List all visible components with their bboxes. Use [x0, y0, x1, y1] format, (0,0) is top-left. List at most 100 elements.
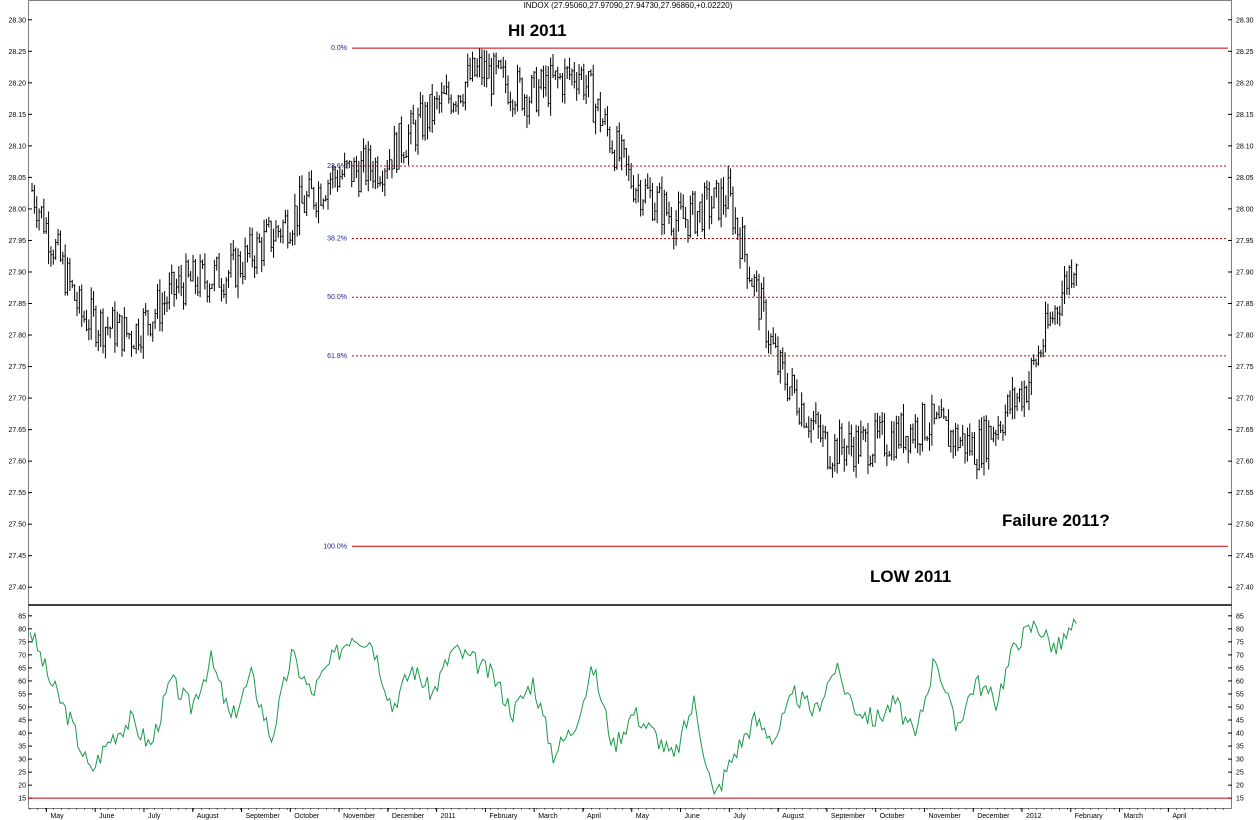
osc-tick-label-left: 15 — [18, 796, 26, 803]
price-tick-label-left: 28.10 — [8, 143, 26, 150]
fib-label: 0.0% — [331, 45, 347, 52]
price-tick-label-right: 28.00 — [1236, 206, 1254, 213]
time-tick-label: April — [1172, 813, 1186, 820]
price-tick-label-left: 27.45 — [8, 553, 26, 560]
price-tick-label-left: 28.00 — [8, 206, 26, 213]
price-tick-label-left: 27.95 — [8, 238, 26, 245]
time-axis: May June July August September October Novembe… — [29, 808, 1224, 820]
time-tick-label: June — [685, 813, 700, 820]
price-tick-label-left: 27.40 — [8, 585, 26, 592]
price-tick-label-left: 27.70 — [8, 396, 26, 403]
time-tick-label: May — [50, 813, 64, 820]
osc-tick-label-right: 60 — [1236, 678, 1244, 685]
main-panel-frame — [28, 0, 1232, 809]
price-tick-label-right: 27.85 — [1236, 301, 1254, 308]
time-tick-label: March — [538, 813, 558, 820]
osc-tick-label-right: 35 — [1236, 744, 1244, 751]
price-tick-label-left: 27.60 — [8, 459, 26, 466]
price-tick-label-left: 27.55 — [8, 490, 26, 497]
oscillator-panel-border — [28, 605, 1232, 809]
osc-tick-label-left: 30 — [18, 757, 26, 764]
price-tick-label-left: 27.80 — [8, 333, 26, 340]
time-tick-label: May — [636, 813, 650, 820]
price-tick-label-left: 28.30 — [8, 17, 26, 24]
osc-tick-label-right: 75 — [1236, 639, 1244, 646]
osc-tick-label-right: 50 — [1236, 705, 1244, 712]
time-tick-label: October — [294, 813, 320, 820]
osc-tick-label-left: 35 — [18, 744, 26, 751]
oscillator-axis: 15 15 20 20 25 25 30 30 35 35 40 40 45 45 50 50 55 55 60 60… — [18, 613, 1244, 802]
time-tick-label: December — [392, 813, 425, 820]
price-tick-label-left: 27.90 — [8, 269, 26, 276]
fib-label: 23.6% — [327, 163, 347, 170]
osc-tick-label-right: 80 — [1236, 626, 1244, 633]
osc-tick-label-right: 85 — [1236, 613, 1244, 620]
price-tick-label-left: 27.65 — [8, 427, 26, 434]
time-tick-label: February — [489, 813, 518, 820]
time-tick-label: July — [733, 813, 746, 820]
osc-tick-label-left: 70 — [18, 652, 26, 659]
time-tick-label: July — [148, 813, 161, 820]
osc-tick-label-left: 25 — [18, 770, 26, 777]
price-tick-label-left: 28.20 — [8, 80, 26, 87]
time-tick-label: February — [1075, 813, 1104, 820]
osc-tick-label-left: 75 — [18, 639, 26, 646]
price-tick-label-right: 27.95 — [1236, 238, 1254, 245]
price-tick-label-right: 27.65 — [1236, 427, 1254, 434]
price-axis: 27.40 27.40 27.45 27.45 27.50 27.50 27.55 27.55… — [8, 17, 1253, 591]
header-quote: INDOX (27.95060,27.97090,27.94730,27.968… — [524, 1, 733, 10]
time-tick-label: April — [587, 813, 601, 820]
price-tick-label-left: 27.50 — [8, 522, 26, 529]
osc-tick-label-left: 85 — [18, 613, 26, 620]
fib-label: 61.8% — [327, 353, 347, 360]
time-tick-label: November — [928, 813, 961, 820]
osc-tick-label-right: 30 — [1236, 757, 1244, 764]
price-tick-label-right: 27.80 — [1236, 333, 1254, 340]
price-tick-label-right: 27.40 — [1236, 585, 1254, 592]
time-tick-label: March — [1124, 813, 1144, 820]
osc-tick-label-left: 45 — [18, 718, 26, 725]
price-tick-label-right: 27.70 — [1236, 396, 1254, 403]
price-tick-label-right: 27.60 — [1236, 459, 1254, 466]
osc-tick-label-right: 65 — [1236, 665, 1244, 672]
oscillator-line — [29, 617, 1077, 796]
time-tick-label: September — [831, 813, 866, 820]
price-tick-label-right: 27.75 — [1236, 364, 1254, 371]
osc-tick-label-left: 20 — [18, 783, 26, 790]
price-tick-label-right: 28.05 — [1236, 175, 1254, 182]
fib-label: 50.0% — [327, 294, 347, 301]
annotation-hi-2011: HI 2011 — [508, 21, 567, 40]
time-tick-label: 2012 — [1026, 813, 1042, 820]
price-tick-label-left: 28.15 — [8, 112, 26, 119]
time-tick-label: August — [197, 813, 219, 820]
osc-tick-label-right: 40 — [1236, 731, 1244, 738]
osc-tick-label-right: 55 — [1236, 691, 1244, 698]
price-tick-label-right: 27.45 — [1236, 553, 1254, 560]
time-tick-label: October — [880, 813, 906, 820]
time-tick-label: August — [782, 813, 804, 820]
fibonacci-levels: 0.0% 23.6% 38.2% 50.0% 61.8% 100.0% — [323, 45, 1228, 550]
time-tick-label: June — [99, 813, 114, 820]
osc-tick-label-left: 60 — [18, 678, 26, 685]
osc-tick-label-right: 15 — [1236, 796, 1244, 803]
time-tick-label: December — [977, 813, 1010, 820]
osc-tick-label-right: 20 — [1236, 783, 1244, 790]
osc-tick-label-right: 25 — [1236, 770, 1244, 777]
osc-tick-label-right: 70 — [1236, 652, 1244, 659]
price-tick-label-left: 27.75 — [8, 364, 26, 371]
price-bars — [31, 48, 1079, 480]
price-tick-label-right: 28.15 — [1236, 112, 1254, 119]
fib-label: 38.2% — [327, 236, 347, 243]
time-tick-label: September — [246, 813, 281, 820]
osc-tick-label-left: 40 — [18, 731, 26, 738]
price-tick-label-left: 27.85 — [8, 301, 26, 308]
price-tick-label-right: 27.90 — [1236, 269, 1254, 276]
price-tick-label-left: 28.25 — [8, 49, 26, 56]
price-tick-label-right: 28.25 — [1236, 49, 1254, 56]
osc-tick-label-left: 55 — [18, 691, 26, 698]
price-tick-label-right: 28.30 — [1236, 17, 1254, 24]
annotation-low-2011: LOW 2011 — [870, 567, 951, 586]
price-tick-label-right: 28.20 — [1236, 80, 1254, 87]
osc-tick-label-right: 45 — [1236, 718, 1244, 725]
